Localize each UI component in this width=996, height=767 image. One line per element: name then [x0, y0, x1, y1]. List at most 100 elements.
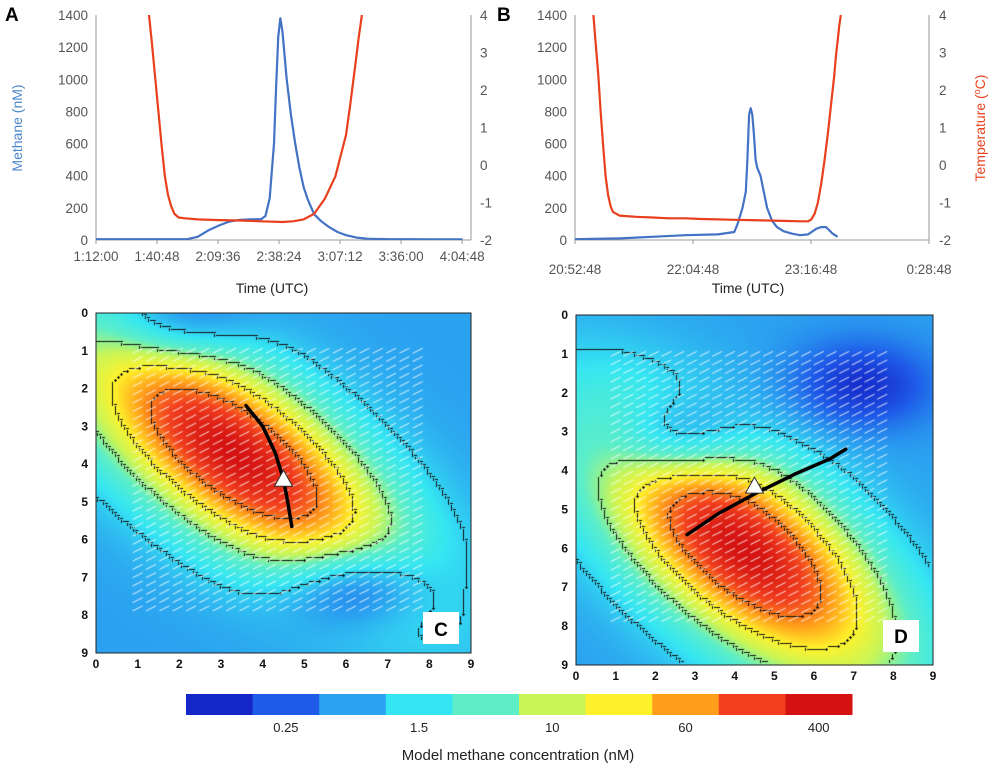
- colorbar-swatch: [186, 694, 254, 715]
- x-tick-label: 3:07:12: [318, 249, 363, 264]
- panel-a-ylabel: Methane (nM): [9, 84, 25, 171]
- y-tick-label: 1200: [58, 40, 88, 55]
- map-y-tick-label: 5: [561, 502, 568, 516]
- colorbar-swatch: [385, 694, 453, 715]
- map-x-tick-label: 8: [426, 657, 433, 671]
- x-tick-label: 2:38:24: [257, 249, 303, 264]
- map-y-tick-label: 5: [81, 495, 88, 509]
- y-tick-label: 1400: [58, 8, 88, 23]
- map-x-tick-label: 4: [259, 657, 266, 671]
- y-tick-label: 200: [65, 201, 88, 216]
- map-x-tick-label: 6: [811, 669, 818, 683]
- map-x-tick-label: 9: [930, 669, 937, 683]
- map-x-tick-label: 5: [301, 657, 308, 671]
- colorbar-tick-label: 10: [545, 720, 559, 735]
- y-tick-label: 200: [544, 201, 567, 216]
- map-y-tick-label: 6: [81, 533, 88, 547]
- map-x-tick-label: 8: [890, 669, 897, 683]
- y-tick-label: 1000: [537, 72, 567, 87]
- map-y-tick-label: 9: [561, 658, 568, 672]
- map-y-tick-label: 7: [561, 580, 568, 594]
- colorbar-label: Model methane concentration (nM): [402, 747, 635, 764]
- ship-track-line: [244, 403, 294, 529]
- colorbar-swatch: [652, 694, 720, 715]
- map-x-tick-label: 1: [134, 657, 141, 671]
- map-x-tick-label: 1: [612, 669, 619, 683]
- map-y-tick-label: 9: [81, 646, 88, 660]
- panel-b: B 0 200 400 600 800 1000 1200 1400 -2 -1 0 1 2 3 4 20:5…: [497, 5, 988, 296]
- map-y-tick-label: 3: [561, 425, 568, 439]
- map-x-tick-label: 9: [468, 657, 475, 671]
- map-y-tick-label: 0: [561, 308, 568, 322]
- y2-tick-label: 3: [939, 46, 947, 61]
- x-tick-label: 22:04:48: [667, 262, 720, 277]
- y-tick-label: 600: [65, 137, 88, 152]
- map-x-tick-label: 5: [771, 669, 778, 683]
- colorbar: 0.25 1.5 10 60 400: [186, 694, 853, 735]
- colorbar-tick-label: 60: [678, 720, 692, 735]
- map-y-tick-label: 2: [81, 382, 88, 396]
- panel-b-lines: [575, 15, 842, 240]
- colorbar-swatch: [585, 694, 653, 715]
- y-tick-label: 0: [559, 233, 567, 248]
- y2-tick-label: -1: [480, 196, 492, 211]
- map-x-tick-label: 2: [652, 669, 659, 683]
- panel-a-axes: 0 200 400 600 800 1000 1200 1400 -2 -1 0 1 2 3 4 1:12:0…: [58, 8, 492, 264]
- y-tick-label: 600: [544, 137, 567, 152]
- y2-tick-label: 2: [939, 83, 947, 98]
- colorbar-tick-label: 400: [808, 720, 830, 735]
- map-x-tick-label: 2: [176, 657, 183, 671]
- y2-tick-label: 1: [480, 121, 488, 136]
- panel-b-xlabel: Time (UTC): [712, 280, 785, 296]
- map-x-tick-label: 3: [692, 669, 699, 683]
- map-y-tick-label: 4: [81, 457, 88, 471]
- y-tick-label: 1400: [537, 8, 567, 23]
- colorbar-tick-label: 1.5: [410, 720, 428, 735]
- y-tick-label: 400: [544, 169, 567, 184]
- colorbar-swatch: [319, 694, 387, 715]
- panel-a-lines: [96, 15, 463, 240]
- colorbar-swatch: [785, 694, 853, 715]
- map-x-tick-label: 7: [850, 669, 857, 683]
- panel-a: A 0 200 400 600 800 1000 1200 1400 -2 -1 0 1 2 3 4 1:12…: [5, 5, 492, 296]
- temperature-series-line: [592, 15, 842, 223]
- x-tick-label: 1:12:00: [73, 249, 118, 264]
- y2-tick-label: 1: [939, 121, 947, 136]
- y2-tick-label: 4: [480, 8, 488, 23]
- sampling-site-marker: [273, 469, 294, 487]
- panel-b-axes: 0 200 400 600 800 1000 1200 1400 -2 -1 0 1 2 3 4 20:52:…: [537, 8, 952, 277]
- sampling-site-marker: [744, 476, 765, 494]
- y2-tick-label: -2: [939, 233, 951, 248]
- y-tick-label: 1000: [58, 72, 88, 87]
- y-tick-label: 800: [544, 104, 567, 119]
- panel-b-label: B: [497, 5, 511, 26]
- map-y-tick-label: 8: [81, 608, 88, 622]
- panel-d-frame: [575, 314, 934, 666]
- colorbar-swatch: [452, 694, 520, 715]
- map-y-tick-label: 8: [561, 619, 568, 633]
- y2-tick-label: 0: [480, 158, 488, 173]
- temperature-series-line: [147, 15, 363, 224]
- x-tick-label: 4:04:48: [440, 249, 485, 264]
- map-y-tick-label: 0: [81, 306, 88, 320]
- y2-tick-label: -2: [480, 233, 492, 248]
- panel-d-label-box: [883, 620, 919, 652]
- panel-c-label: C: [434, 620, 448, 641]
- panel-b-y2label: Temperature (oC): [972, 75, 988, 182]
- methane-series-line: [575, 107, 839, 240]
- x-tick-label: 3:36:00: [379, 249, 424, 264]
- x-tick-label: 23:16:48: [785, 262, 838, 277]
- methane-series-line: [96, 17, 463, 240]
- map-x-tick-label: 3: [218, 657, 225, 671]
- map-y-tick-label: 7: [81, 570, 88, 584]
- panel-c-label-box: [423, 612, 459, 644]
- colorbar-swatch: [519, 694, 587, 715]
- y2-tick-label: 3: [480, 46, 488, 61]
- y2-tick-label: 4: [939, 8, 947, 23]
- panel-d-label: D: [894, 627, 908, 648]
- map-x-tick-label: 6: [343, 657, 350, 671]
